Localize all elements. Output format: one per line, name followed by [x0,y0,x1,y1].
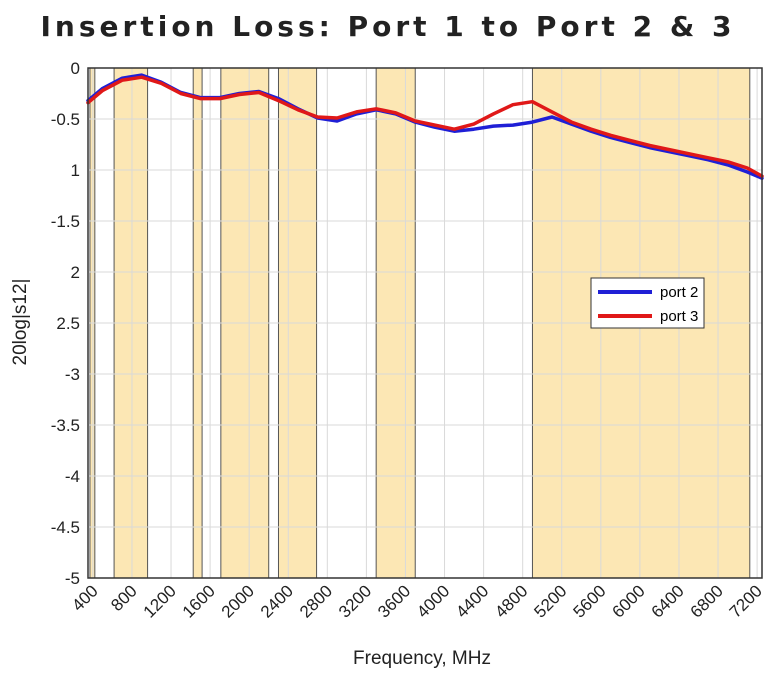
series-line-port-3 [86,75,764,178]
legend-box [590,277,705,329]
x-tick-label: 2800 [296,581,336,621]
x-tick-labels: 400 8001200160020002400280032003600400044… [68,581,766,621]
x-axis-label: Frequency, MHz [353,648,491,669]
y-tick-label: -4 [65,467,80,486]
x-tick-label: 800 [107,581,140,614]
y-tick-label: -1.5 [51,212,80,231]
x-tick-label: 4800 [491,581,531,621]
y-axis-label: 20log|s12| [10,279,31,366]
y-tick-label: 0 [71,59,80,78]
y-tick-label: -3 [65,365,80,384]
axes-box [87,67,763,579]
y-tick-label: -4.5 [51,518,80,537]
x-tick-label: 2400 [257,581,297,621]
x-tick-label: 5600 [569,581,609,621]
x-tick-label: 7200 [726,581,766,621]
x-tick-label: 5200 [530,581,570,621]
y-tick-label: -0.5 [51,110,80,129]
y-tick-label: 1 [71,161,80,180]
x-tick-label: 6400 [648,581,688,621]
y-tick-labels: 0 -0.5 1 -1.5 2 2.5 -3 -3.5 -4 -4.5 -5 [51,59,80,588]
y-tick-label: -3.5 [51,416,80,435]
x-tick-label: 6000 [609,581,649,621]
x-tick-label: 1200 [140,581,180,621]
series-lines [86,73,764,180]
y-tick-label: -5 [65,569,80,588]
x-tick-label: 1600 [179,581,219,621]
x-tick-label: 6800 [687,581,727,621]
y-tick-label: 2 [71,263,80,282]
x-tick-label: 2000 [218,581,258,621]
legend-label-port-3: port 3 [660,308,698,325]
x-tick-label: 3600 [374,581,414,621]
legend: port 2 port 3 [590,277,705,329]
plot-frame [87,67,763,579]
y-tick-label: 2.5 [56,314,80,333]
x-tick-label: 3200 [335,581,375,621]
legend-label-port-2: port 2 [660,284,698,301]
x-tick-label: 4400 [452,581,492,621]
x-tick-label: 4000 [413,581,453,621]
chart-title: Insertion Loss: Port 1 to Port 2 & 3 [41,10,736,43]
